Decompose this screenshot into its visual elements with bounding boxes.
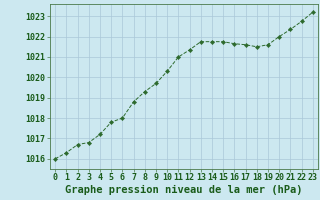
- X-axis label: Graphe pression niveau de la mer (hPa): Graphe pression niveau de la mer (hPa): [65, 185, 303, 195]
